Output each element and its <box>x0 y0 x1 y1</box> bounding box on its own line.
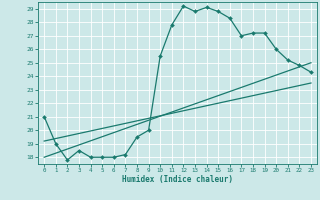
X-axis label: Humidex (Indice chaleur): Humidex (Indice chaleur) <box>122 175 233 184</box>
